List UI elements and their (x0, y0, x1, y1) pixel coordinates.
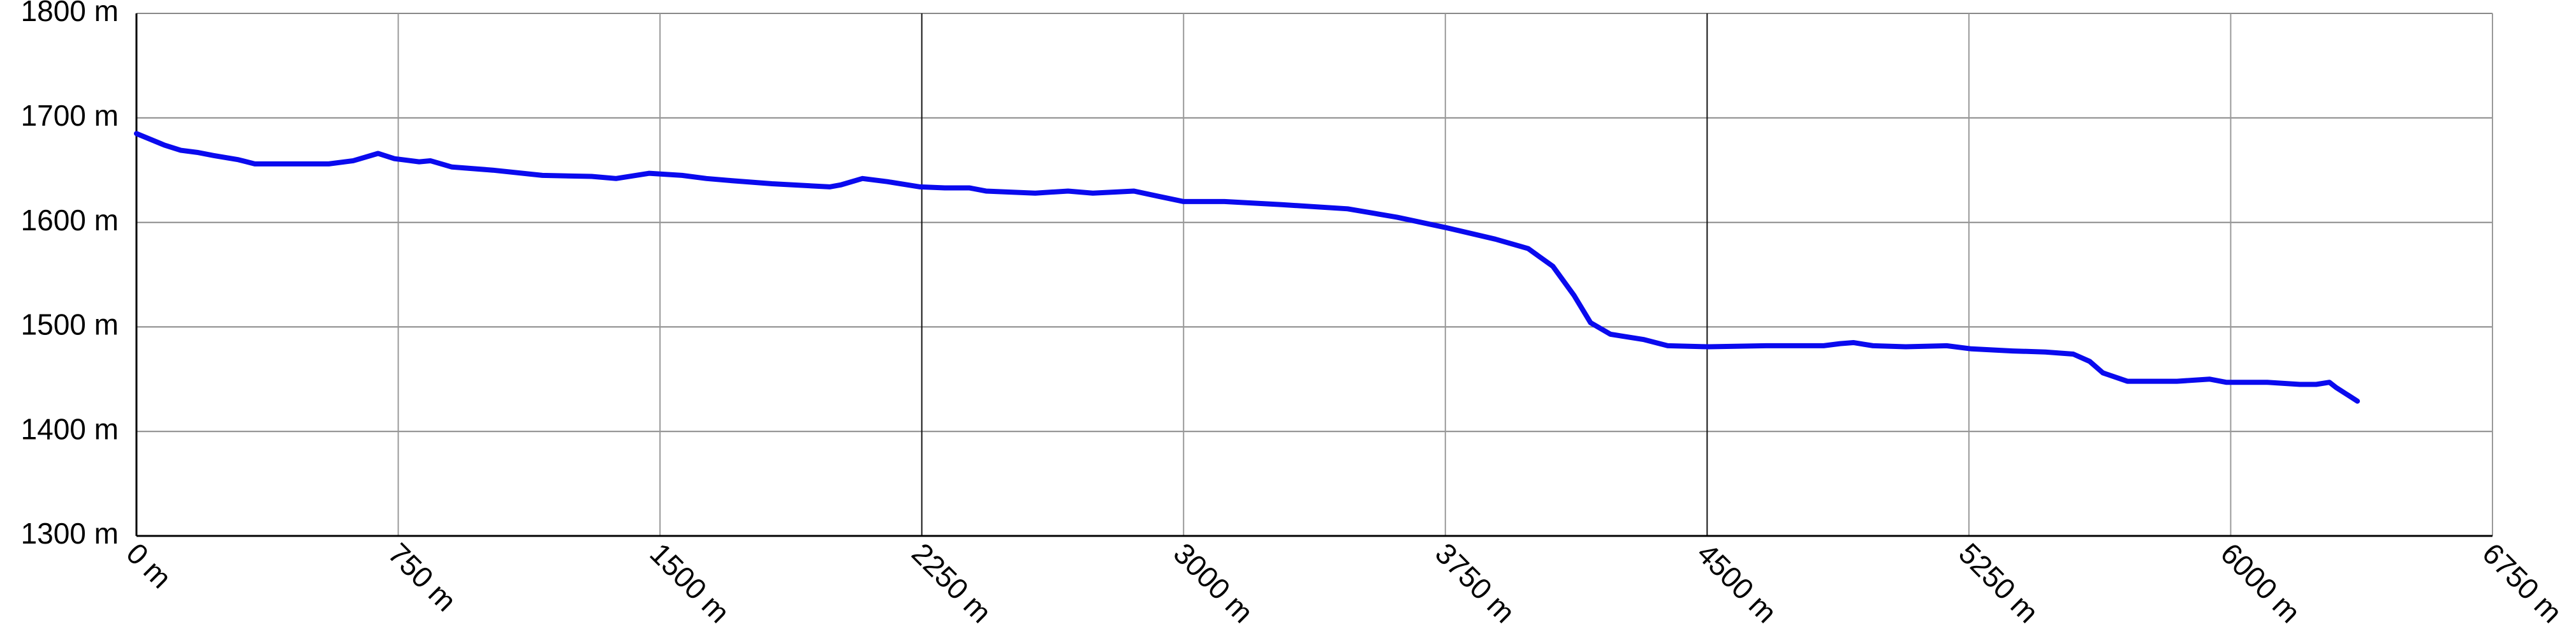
x-tick-label: 750 m (382, 537, 463, 618)
y-tick-label: 1400 m (21, 412, 119, 445)
x-tick-label: 5250 m (1952, 537, 2045, 629)
elevation-line (134, 131, 2360, 404)
y-tick-label: 1700 m (21, 99, 119, 132)
y-tick-label: 1500 m (21, 308, 119, 341)
x-tick-label: 2250 m (905, 537, 998, 629)
x-tick-label: 3750 m (1429, 537, 1521, 629)
x-tick-label: 3000 m (1167, 537, 1260, 629)
y-tick-label: 1300 m (21, 517, 119, 550)
y-tick-label: 1800 m (21, 0, 119, 27)
x-tick-label: 4500 m (1691, 537, 1783, 629)
x-tick-label: 6750 m (2476, 537, 2568, 629)
x-tick-label: 6000 m (2214, 537, 2307, 629)
x-tick-label: 0 m (120, 537, 178, 595)
x-tick-label: 1500 m (643, 537, 736, 629)
y-tick-label: 1600 m (21, 204, 119, 237)
